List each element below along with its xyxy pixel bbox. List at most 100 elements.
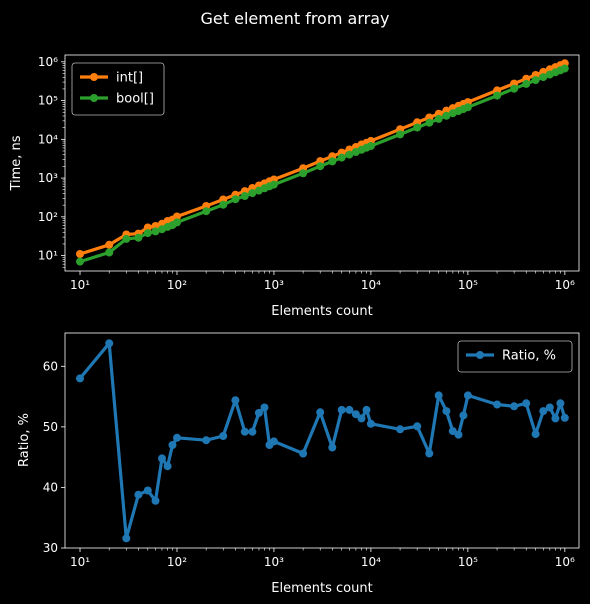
data-point	[448, 427, 457, 436]
legend-top: int[] bool[]	[71, 62, 165, 116]
y-tick-label: 30	[43, 541, 58, 555]
data-point	[143, 223, 152, 232]
data-point	[254, 408, 263, 417]
data-point	[551, 414, 560, 423]
data-point	[442, 407, 451, 416]
data-point	[425, 449, 434, 458]
data-point	[345, 150, 354, 159]
data-point	[151, 227, 160, 236]
data-point	[345, 405, 354, 414]
data-point	[556, 399, 565, 408]
axis-ticks-top: 10¹ 10² 10³ 10⁴ 10⁵ 10⁶ 10¹ 10² 10³ 10⁴ 10⁵ 10⁶	[38, 55, 575, 292]
data-point	[425, 118, 434, 127]
x-tick-label: 10⁵	[458, 555, 478, 569]
y-tick-label: 60	[43, 359, 58, 373]
legend-box	[457, 340, 573, 373]
legend-marker	[476, 351, 484, 359]
data-point	[76, 257, 84, 266]
data-point	[143, 229, 152, 238]
data-point	[173, 212, 181, 221]
data-point	[299, 169, 308, 178]
data-point	[539, 73, 548, 82]
x-tick-label: 10¹	[70, 278, 90, 292]
data-point	[459, 411, 468, 420]
data-point	[351, 410, 360, 419]
legend-marker	[90, 73, 98, 81]
x-tick-label: 10³	[264, 278, 284, 292]
data-point	[269, 437, 278, 446]
y-tick-label: 10¹	[38, 249, 58, 263]
data-point	[143, 486, 152, 495]
y-tick-label: 50	[43, 420, 58, 434]
data-point	[158, 454, 166, 463]
data-point	[134, 233, 143, 242]
data-point	[413, 422, 422, 431]
legend-label: bool[]	[116, 92, 154, 107]
data-point	[248, 427, 257, 436]
series-lines-bottom	[76, 339, 569, 543]
data-point	[316, 162, 325, 171]
legend-bottom: Ratio, %	[457, 340, 573, 373]
data-point	[454, 430, 463, 439]
data-point	[173, 433, 181, 442]
time-chart: 10¹ 10² 10³ 10⁴ 10⁵ 10⁶ 10¹ 10² 10³ 10⁴ 10⁵ 10⁶ Ele…	[9, 54, 580, 319]
data-point	[299, 449, 308, 458]
data-point	[522, 79, 531, 88]
data-point	[269, 180, 278, 189]
y-tick-label: 40	[43, 480, 58, 494]
data-point	[219, 200, 228, 209]
x-tick-label: 10⁶	[555, 555, 575, 569]
legend-label: int[]	[116, 71, 143, 86]
data-point	[76, 250, 84, 258]
data-point	[510, 84, 519, 93]
data-point	[173, 218, 181, 227]
data-point	[219, 432, 228, 440]
data-point	[510, 402, 519, 411]
data-point	[248, 189, 257, 198]
series-lines-top	[76, 59, 569, 266]
legend-marker	[90, 94, 98, 102]
data-point	[522, 399, 531, 408]
data-point	[362, 405, 371, 414]
data-point	[202, 436, 211, 445]
data-point	[493, 400, 502, 409]
x-tick-label: 10³	[264, 555, 284, 569]
data-point	[545, 403, 554, 412]
x-axis-label-top: Elements count	[271, 304, 372, 319]
axis-ticks-bottom: 10¹ 10² 10³ 10⁴ 10⁵ 10⁶ 30 40 50 60	[43, 359, 575, 569]
data-point	[396, 425, 405, 434]
data-point	[231, 195, 240, 204]
data-point	[531, 76, 540, 85]
data-point	[442, 111, 451, 120]
y-tick-label: 10⁶	[38, 55, 58, 69]
y-axis-label-top: Time, ns	[9, 135, 24, 191]
y-tick-label: 10³	[38, 171, 58, 185]
y-tick-label: 10²	[38, 210, 58, 224]
data-point	[240, 192, 249, 200]
data-point	[328, 157, 337, 166]
data-point	[316, 408, 325, 417]
data-point	[337, 153, 346, 162]
data-point	[134, 490, 143, 499]
x-axis-label-bottom: Elements count	[271, 581, 372, 596]
data-point	[560, 413, 569, 422]
x-tick-label: 10⁴	[361, 278, 381, 292]
data-point	[396, 130, 405, 139]
data-point	[231, 396, 240, 405]
x-tick-label: 10²	[167, 278, 187, 292]
data-point	[357, 414, 366, 423]
x-tick-label: 10¹	[70, 555, 90, 569]
data-point	[260, 403, 269, 412]
data-point	[105, 339, 114, 348]
x-tick-label: 10²	[167, 555, 187, 569]
data-point	[539, 407, 548, 416]
data-point	[240, 427, 249, 436]
data-point	[434, 114, 443, 123]
data-point	[168, 441, 177, 449]
data-point	[122, 534, 131, 543]
x-tick-label: 10⁵	[458, 278, 478, 292]
data-point	[328, 443, 337, 452]
data-point	[105, 248, 114, 257]
data-point	[366, 419, 375, 428]
